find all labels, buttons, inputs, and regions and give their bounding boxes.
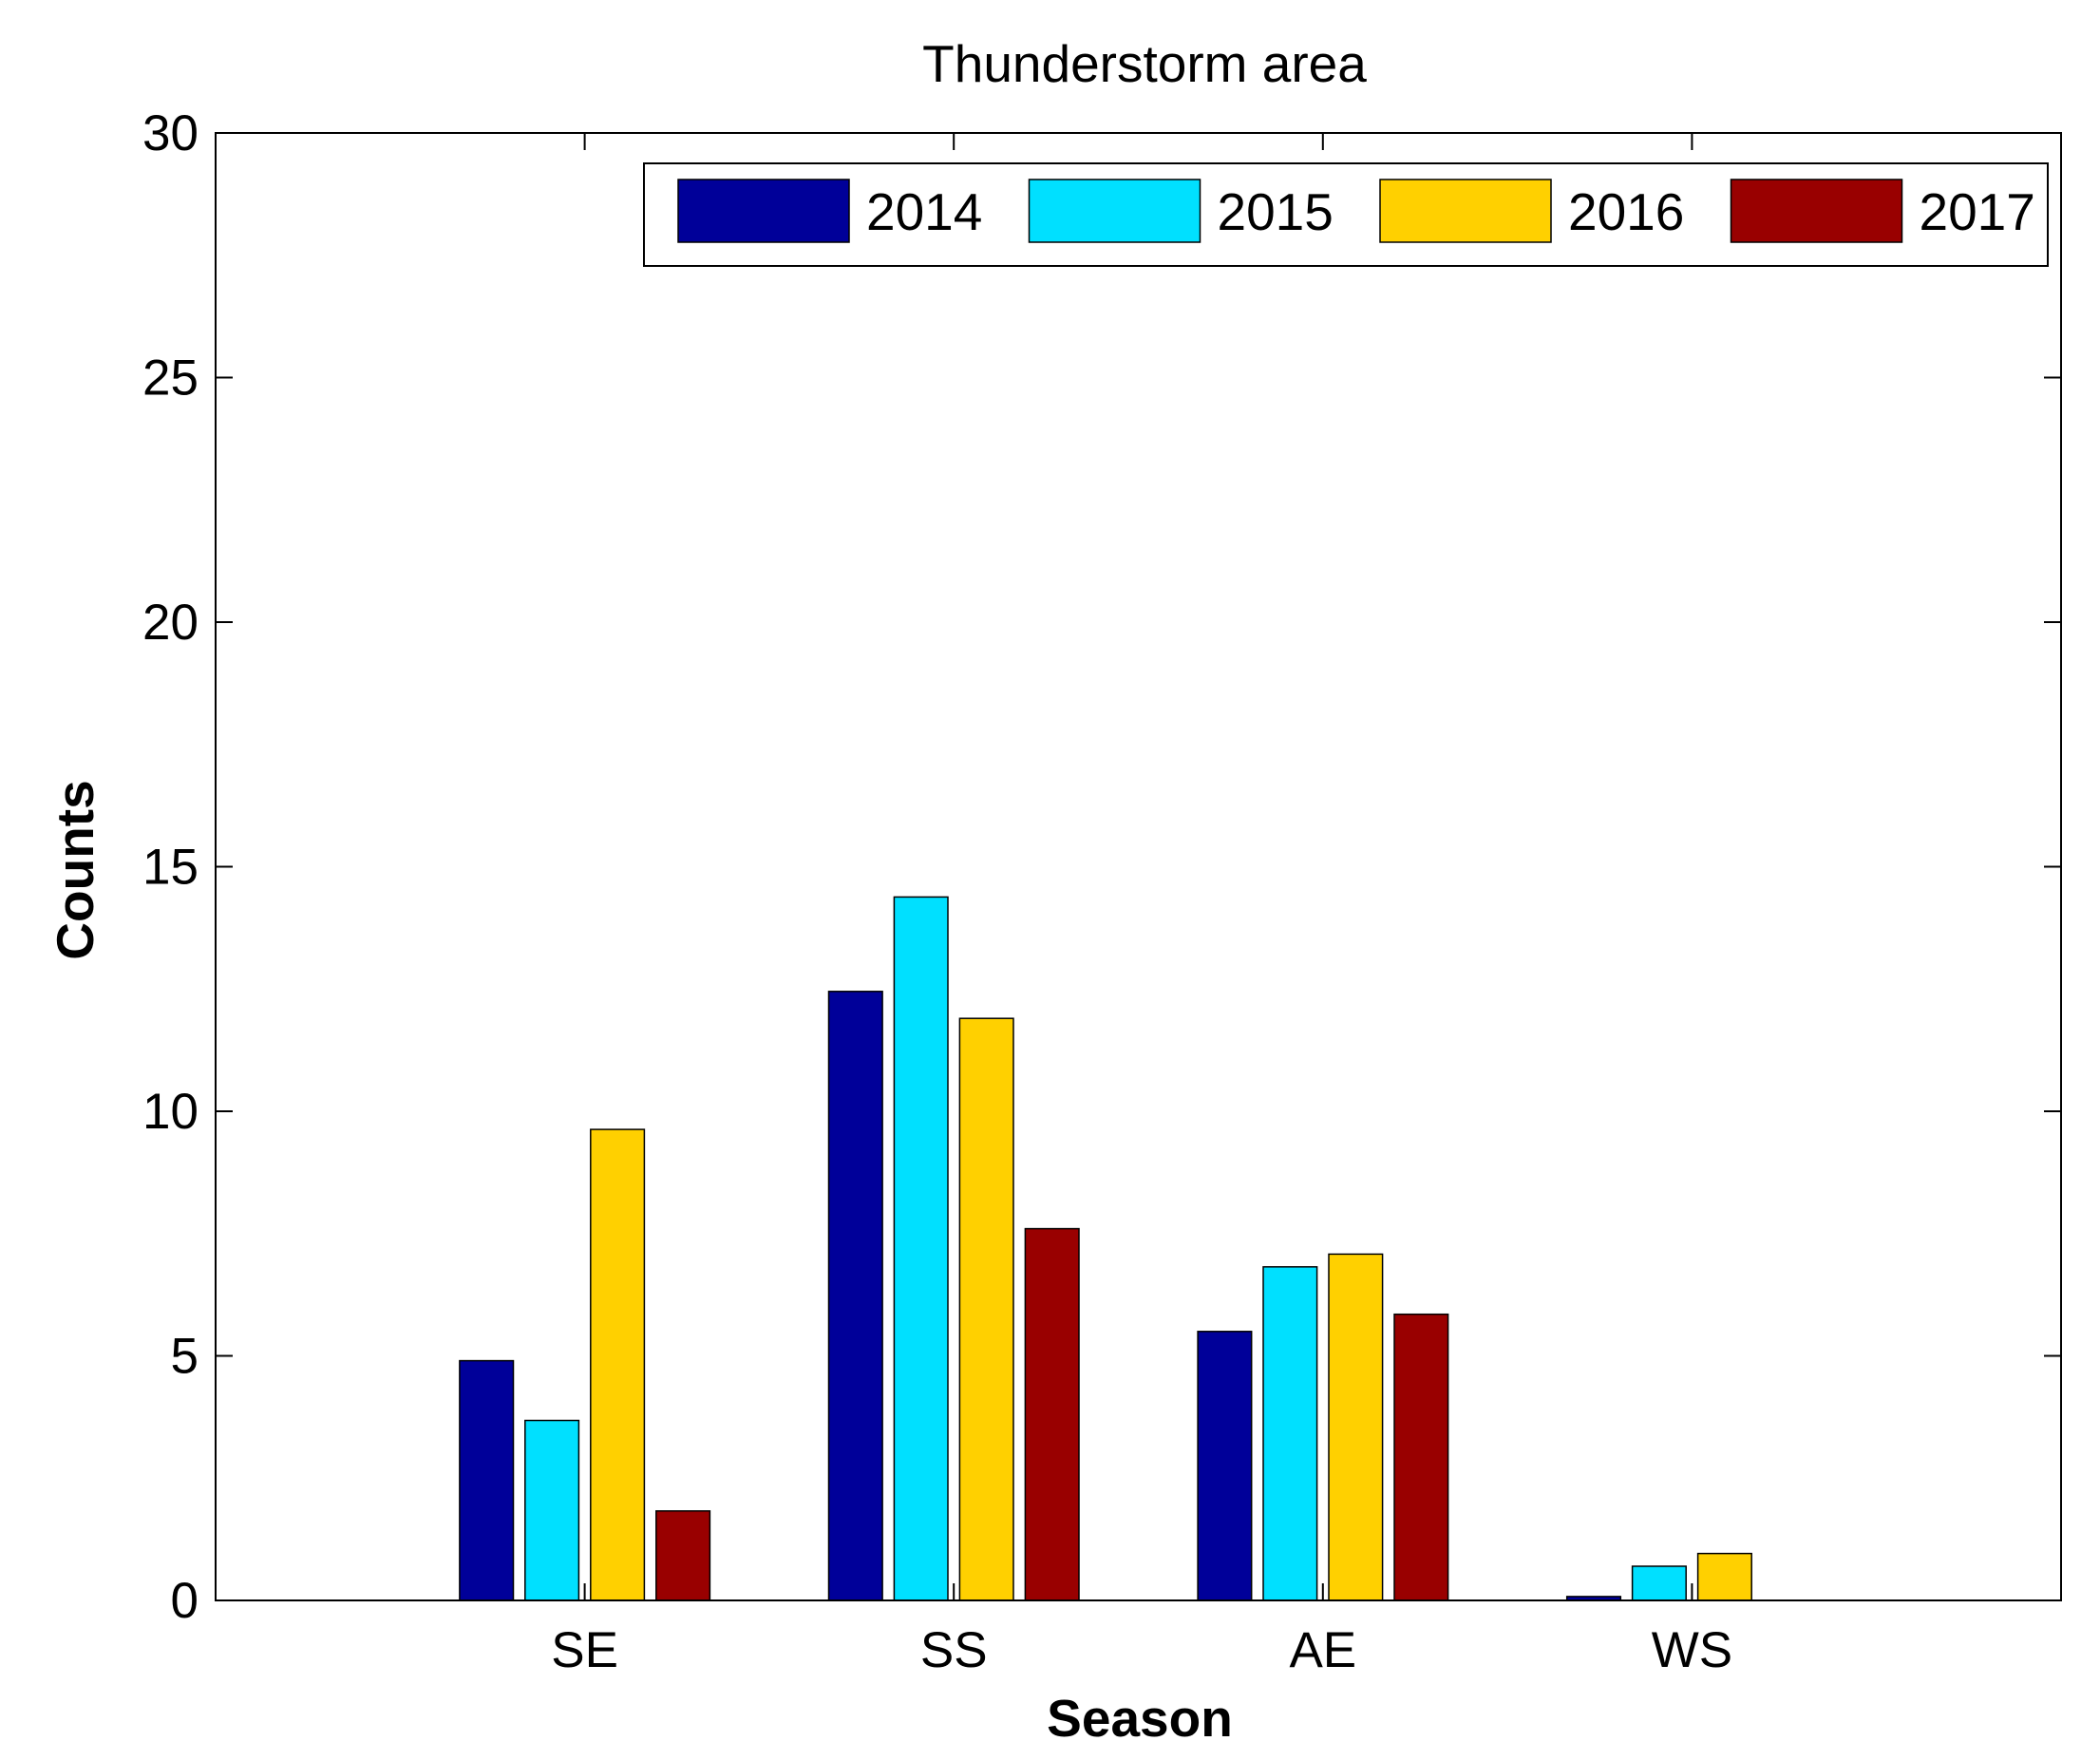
y-tick-label: 25: [142, 350, 199, 407]
bar-2014-SE: [459, 1359, 515, 1601]
y-tick-label: 10: [142, 1084, 199, 1140]
bar-2014-SS: [827, 991, 883, 1601]
bar-2017-AE: [1393, 1313, 1449, 1601]
legend-label-2017: 2017: [1920, 182, 2035, 241]
bars-group: [459, 896, 1752, 1601]
x-axis-title: Season: [1047, 1689, 1233, 1748]
x-tick-label: SE: [551, 1622, 618, 1678]
y-tick-label: 30: [142, 105, 199, 161]
x-tick-label: SS: [920, 1622, 988, 1678]
bar-2016-WS: [1696, 1552, 1752, 1601]
bar-2015-SS: [893, 896, 949, 1601]
bar-2017-SS: [1024, 1227, 1080, 1601]
legend-label-2014: 2014: [866, 182, 982, 241]
bar-2015-WS: [1631, 1565, 1687, 1601]
bar-2015-SE: [524, 1419, 580, 1601]
bar-2015-AE: [1262, 1266, 1318, 1601]
y-tick-label: 5: [171, 1329, 199, 1385]
bar-2016-SS: [958, 1017, 1014, 1601]
legend-swatch-2017: [1730, 179, 1903, 243]
x-tick-label: WS: [1652, 1622, 1732, 1678]
legend-swatch-2014: [677, 179, 850, 243]
legend: 2014 2015 2016 2017: [643, 162, 2049, 267]
bar-2017-SE: [655, 1510, 711, 1601]
legend-label-2016: 2016: [1568, 182, 1684, 241]
bar-2016-AE: [1328, 1253, 1384, 1601]
legend-label-2015: 2015: [1218, 182, 1334, 241]
bar-2014-AE: [1197, 1331, 1253, 1601]
chart-title: Thunderstorm area: [922, 34, 1367, 93]
x-tick-label: AE: [1289, 1622, 1356, 1678]
legend-swatch-2016: [1379, 179, 1552, 243]
y-tick-label: 20: [142, 595, 199, 651]
plot-frame: [215, 132, 2062, 1601]
ticks-group: 0 5 10 15 20 25 30 SE SS AE WS: [142, 105, 2061, 1678]
legend-swatch-2015: [1028, 179, 1201, 243]
y-tick-label: 0: [171, 1573, 199, 1629]
y-tick-label: 15: [142, 840, 199, 896]
plot-area: [216, 133, 2061, 1600]
y-axis-title: Counts: [46, 780, 104, 959]
bar-2016-SE: [590, 1128, 646, 1601]
